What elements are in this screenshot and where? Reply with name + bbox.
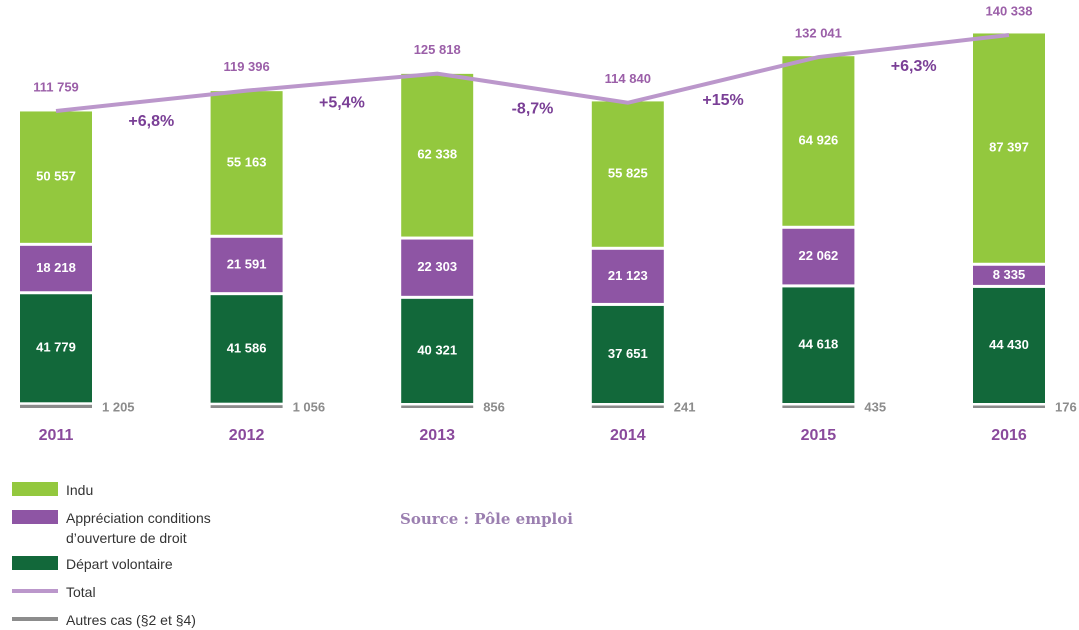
- legend-swatch: [12, 510, 58, 524]
- x-tick-label: 2013: [419, 427, 455, 444]
- value-label: 64 926: [799, 132, 839, 147]
- value-label: 856: [483, 399, 505, 414]
- value-label: 87 397: [989, 140, 1029, 155]
- legend-swatch: [12, 617, 58, 621]
- x-tick-label: 2014: [610, 427, 646, 444]
- bar-segment: [591, 305, 664, 403]
- value-label: 1 056: [293, 399, 326, 414]
- growth-label: +6,8%: [128, 113, 174, 130]
- total-label: 132 041: [795, 25, 842, 40]
- total-label: 114 840: [605, 71, 651, 86]
- bar-segment: [20, 294, 92, 403]
- value-label: 241: [674, 399, 696, 414]
- bar-segment: [973, 265, 1045, 285]
- bar-segment: [401, 73, 474, 237]
- bar-segment: [973, 405, 1045, 408]
- bar-segment: [210, 91, 283, 235]
- legend-swatch: [12, 482, 58, 496]
- legend-item: Indu: [12, 480, 256, 500]
- value-label: 41 586: [227, 340, 267, 355]
- value-label: 40 321: [417, 342, 457, 357]
- total-line: [55, 33, 1010, 113]
- value-label: 55 825: [608, 166, 648, 181]
- legend-label: Appréciation conditions d’ouverture de d…: [66, 510, 211, 546]
- legend-swatch: [12, 556, 58, 570]
- total-label: 140 338: [986, 3, 1033, 18]
- bar-segment: [401, 405, 474, 408]
- legend-item: Autres cas (§2 et §4): [12, 610, 256, 630]
- bar-segment: [782, 228, 855, 285]
- growth-label: +5,4%: [319, 94, 365, 111]
- bar-segment: [591, 405, 664, 408]
- legend-label: Autres cas (§2 et §4): [66, 612, 196, 628]
- value-label: 50 557: [36, 169, 76, 184]
- bar-segment: [210, 405, 283, 408]
- legend-item: Total: [12, 582, 256, 602]
- value-label: 62 338: [417, 147, 457, 162]
- bar-segment: [210, 237, 283, 293]
- growth-label: +15%: [702, 92, 743, 109]
- value-label: 22 062: [799, 248, 839, 263]
- value-label: 44 618: [799, 337, 839, 352]
- bar-segment: [973, 33, 1045, 263]
- value-label: 176: [1055, 399, 1077, 414]
- legend-item: Départ volontaire: [12, 554, 256, 574]
- bar-segment: [591, 249, 664, 303]
- value-label: 435: [864, 399, 886, 414]
- chart: 1 205 41 779 18 218 50 557 2011 1 056 41 586 21…: [20, 3, 1077, 444]
- value-label: 55 163: [227, 154, 267, 169]
- legend-item: Appréciation conditions d’ouverture de d…: [12, 508, 256, 548]
- bar-segment: [401, 239, 474, 296]
- bar-segment: [782, 405, 855, 408]
- value-label: 22 303: [417, 259, 457, 274]
- source: Source : Pôle emploi: [400, 510, 573, 528]
- growth-label: -8,7%: [512, 100, 554, 117]
- total-label: 125 818: [414, 42, 461, 57]
- x-tick-label: 2012: [229, 427, 265, 444]
- bar-segment: [782, 287, 855, 403]
- value-label: 18 218: [36, 260, 76, 275]
- value-label: 21 591: [227, 256, 267, 271]
- legend-label: Total: [66, 584, 96, 600]
- bar-segment: [401, 298, 474, 403]
- total-label: 119 396: [223, 59, 269, 74]
- total-label: 111 759: [33, 79, 79, 94]
- legend-swatch: [12, 589, 58, 593]
- legend-label: Départ volontaire: [66, 556, 173, 572]
- x-tick-label: 2011: [39, 427, 74, 444]
- value-label: 8 335: [993, 267, 1026, 282]
- bar-segment: [973, 287, 1045, 403]
- bar-segment: [20, 111, 92, 243]
- value-label: 1 205: [102, 399, 135, 414]
- growth-label: +6,3%: [891, 58, 937, 75]
- bar-segment: [782, 56, 855, 226]
- value-label: 44 430: [989, 337, 1029, 352]
- bar-segment: [210, 295, 283, 403]
- bar-segment: [20, 245, 92, 292]
- x-tick-label: 2015: [801, 427, 837, 444]
- value-label: 21 123: [608, 268, 648, 283]
- value-label: 37 651: [608, 346, 648, 361]
- value-label: 41 779: [36, 340, 76, 355]
- bar-segment: [591, 101, 664, 247]
- x-tick-label: 2016: [991, 427, 1027, 444]
- bar-segment: [20, 404, 92, 408]
- legend-label: Indu: [66, 482, 94, 498]
